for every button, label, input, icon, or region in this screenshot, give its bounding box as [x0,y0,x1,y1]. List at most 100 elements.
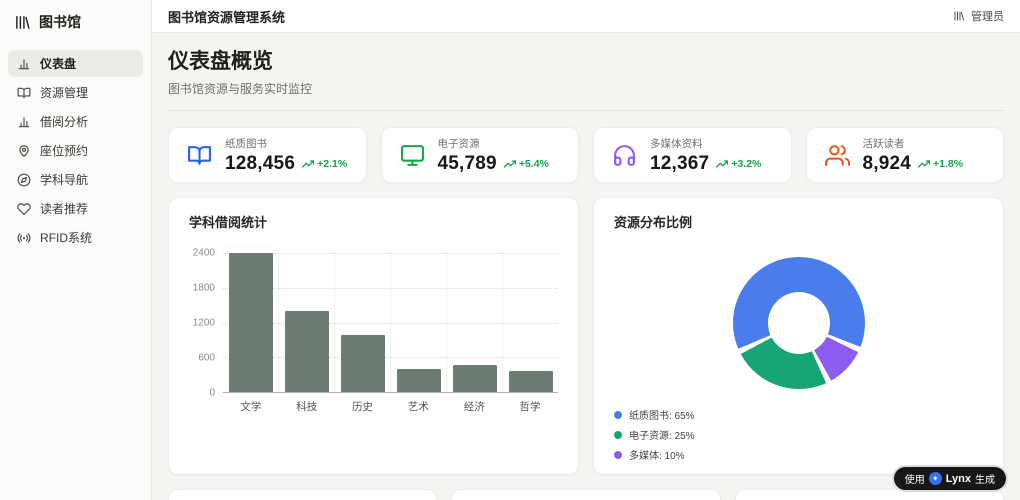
divider [168,110,1004,111]
stat-trend: +2.1% [302,158,347,170]
badge-brand: Lynx [945,472,971,485]
bottom-row: 快速操作 系统状态 最近通知 [168,489,1004,500]
sidebar-item-label: RFID系统 [40,231,92,245]
x-tick: 艺术 [407,401,429,413]
page-title: 仪表盘概览 [168,49,273,73]
stat-trend: +5.4% [503,158,549,170]
sidebar-nav: 仪表盘 资源管理 借阅分析 座位预约 学科导航 读者推荐 [0,46,151,255]
lynx-badge[interactable]: 使用 ✦ Lynx 生成 [891,465,1008,492]
sidebar-item-label: 座位预约 [40,144,89,158]
sidebar-item-subject-nav[interactable]: 学科导航 [8,166,143,193]
bar-chart-icon [18,58,30,69]
sidebar: 图书馆 仪表盘 资源管理 借阅分析 座位预约 学科导航 [0,0,152,500]
radio-icon [17,232,31,243]
content: 仪表盘概览 图书馆资源与服务实时监控 纸质图书 128,456 +2.1% [152,33,1020,500]
legend-item-paper: 纸质图书: 65% [614,407,695,422]
x-tick: 历史 [352,401,374,413]
stat-trend: +3.2% [716,158,761,170]
badge-suffix: 生成 [975,475,995,486]
stat-card-active-readers: 活跃读者 8,924 +1.8% [805,127,1004,183]
stat-value: 8,924 [862,152,912,174]
app-title: 图书馆资源管理系统 [168,9,286,25]
donut-chart [732,257,865,389]
charts-row: 学科借阅统计 2400 1800 1200 600 0 [168,197,1004,475]
sidebar-item-reader-recommend[interactable]: 读者推荐 [8,195,143,222]
stat-card-e-resources: 电子资源 45,789 +5.4% [380,127,579,183]
trending-up-icon [302,159,315,168]
bar-chart: 2400 1800 1200 600 0 [189,248,558,414]
sidebar-item-resources[interactable]: 资源管理 [8,79,143,106]
map-pin-icon [19,144,29,157]
legend-label: 多媒体: 10% [629,451,685,462]
bar-chart-card: 学科借阅统计 2400 1800 1200 600 0 [168,197,579,475]
y-tick: 600 [198,352,215,364]
sidebar-item-label: 读者推荐 [40,202,89,216]
library-logo-icon [954,11,964,21]
sidebar-item-seat-reservation[interactable]: 座位预约 [8,137,143,164]
compass-icon [17,173,31,186]
sidebar-item-label: 借阅分析 [40,115,89,129]
users-icon [824,144,850,166]
stat-card-multimedia: 多媒体资料 12,367 +3.2% [593,127,792,183]
bar-chart-title: 学科借阅统计 [189,215,268,230]
badge-prefix: 使用 [904,475,925,486]
donut-chart-title: 资源分布比例 [614,215,693,230]
library-logo-icon [16,15,30,29]
y-axis: 2400 1800 1200 600 0 [189,248,223,399]
y-tick: 0 [209,387,215,399]
main-area: 图书馆资源管理系统 管理员 仪表盘概览 图书馆资源与服务实时监控 纸质图书 12… [152,0,1020,500]
legend-item-electronic: 电子资源: 25% [614,427,695,442]
bar-literature [228,253,273,392]
legend-label: 纸质图书: 65% [629,411,695,422]
sidebar-item-label: 仪表盘 [40,57,77,71]
stat-value: 12,367 [650,152,710,174]
legend-item-multimedia: 多媒体: 10% [614,447,695,462]
monitor-icon [400,144,424,166]
stats-row: 纸质图书 128,456 +2.1% 电子资源 [168,127,1004,183]
legend-dot [614,430,622,439]
sidebar-item-dashboard[interactable]: 仪表盘 [8,50,143,77]
bar-art [396,369,441,392]
stat-value: 128,456 [225,152,296,174]
legend-dot [614,450,622,459]
sidebar-item-borrow-analysis[interactable]: 借阅分析 [8,108,143,135]
x-tick: 文学 [240,401,262,413]
x-tick: 经济 [463,401,485,413]
trending-up-icon [918,159,931,168]
trending-up-icon [503,159,516,168]
x-axis-labels: 文学 科技 历史 艺术 经济 哲学 [223,399,558,414]
bar-economics [452,364,497,392]
stat-card-paper-books: 纸质图书 128,456 +2.1% [168,127,367,183]
donut-legend: 纸质图书: 65% 电子资源: 25% 多媒体: 10% [614,407,695,462]
page-subtitle: 图书馆资源与服务实时监控 [168,82,313,96]
stat-label: 电子资源 [437,137,480,150]
book-open-icon [17,87,31,98]
bar-chart-icon [18,116,30,127]
headphones-icon [614,144,635,166]
brand: 图书馆 [0,0,151,46]
sidebar-item-label: 学科导航 [40,173,89,187]
y-tick: 1800 [192,282,215,294]
user-menu[interactable]: 管理员 [953,8,1004,24]
sidebar-item-rfid[interactable]: RFID系统 [8,224,143,251]
y-tick: 2400 [192,247,215,259]
bar-history [340,335,385,392]
brand-name: 图书馆 [39,16,81,31]
sidebar-item-label: 资源管理 [40,86,89,100]
stat-value: 45,789 [437,152,497,174]
system-status-card: 系统状态 [451,489,721,500]
legend-dot [614,410,622,419]
stat-trend: +1.8% [918,158,963,170]
y-tick: 1200 [192,317,215,329]
bar-science [284,310,329,392]
x-tick: 科技 [296,401,318,413]
stat-label: 纸质图书 [225,137,267,150]
topbar: 图书馆资源管理系统 管理员 [152,0,1020,33]
stat-label: 活跃读者 [862,137,905,150]
bar-plot-area [223,253,558,393]
stat-label: 多媒体资料 [650,137,703,150]
trending-up-icon [716,159,729,168]
legend-label: 电子资源: 25% [629,431,695,442]
user-label: 管理员 [971,11,1004,23]
